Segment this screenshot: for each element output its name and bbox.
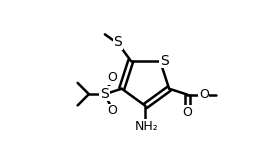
Text: S: S bbox=[100, 87, 109, 101]
Text: S: S bbox=[113, 35, 122, 49]
Text: NH₂: NH₂ bbox=[134, 120, 158, 133]
Text: O: O bbox=[199, 87, 209, 100]
Text: O: O bbox=[107, 104, 117, 117]
Text: O: O bbox=[182, 106, 192, 119]
Text: S: S bbox=[160, 53, 169, 68]
Text: O: O bbox=[107, 71, 117, 84]
